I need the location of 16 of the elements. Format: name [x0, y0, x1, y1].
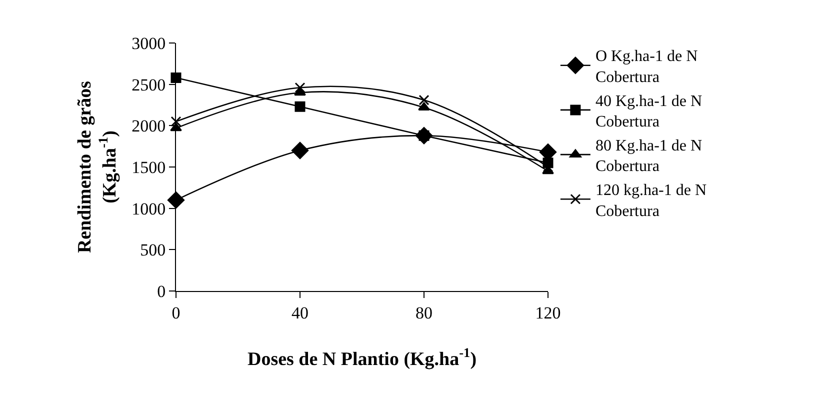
y-tick-label: 0	[157, 282, 166, 301]
y-tick-label: 2000	[132, 116, 166, 136]
x-tick-label: 40	[292, 303, 308, 322]
legend-label: O Kg.ha-1 de N Cobertura	[595, 48, 698, 86]
x-tick-label: 0	[172, 303, 180, 322]
legend-label: 80 Kg.ha-1 de N Cobertura	[595, 137, 703, 176]
y-tick-label: 1000	[132, 199, 166, 218]
x-axis-title: Doses de N Plantio (Kg.ha$^{-1}$)	[247, 345, 477, 370]
y-tick-label: 3000	[132, 34, 166, 53]
y-tick-label: 1500	[132, 158, 166, 177]
x-tick-label: 80	[416, 303, 432, 322]
x-tick-label: 120	[535, 303, 561, 322]
legend-label: 120 kg.ha-1 de N Cobertura	[595, 182, 707, 220]
y-tick-label: 500	[140, 240, 166, 260]
y-tick-label: 2500	[132, 75, 166, 94]
legend-label: 40 Kg.ha-1 de N Cobertura	[595, 92, 703, 131]
